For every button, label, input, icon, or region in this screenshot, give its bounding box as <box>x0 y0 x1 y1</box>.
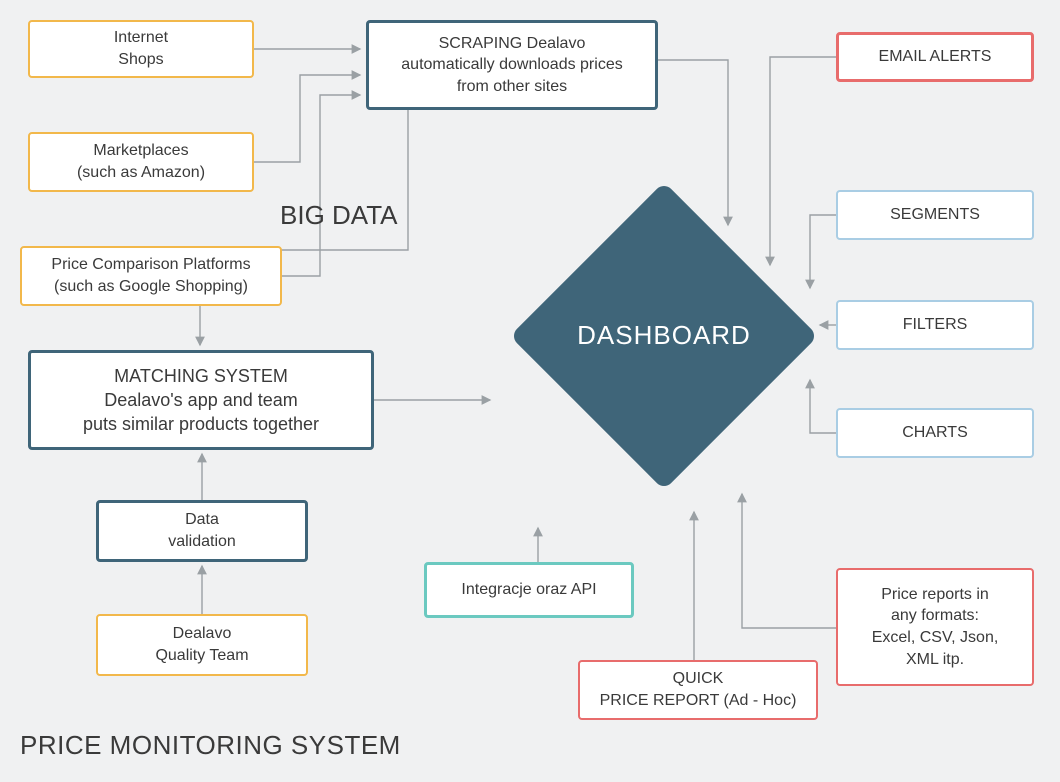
node-label: Marketplaces (such as Amazon) <box>77 140 205 183</box>
big-data-label: BIG DATA <box>280 200 398 231</box>
node-internet-shops: Internet Shops <box>28 20 254 78</box>
node-matching: MATCHING SYSTEM Dealavo's app and team p… <box>28 350 374 450</box>
edge-marketplaces-to-scraping <box>254 75 360 162</box>
node-label: Price reports in any formats: Excel, CSV… <box>872 584 999 670</box>
footer-label: PRICE MONITORING SYSTEM <box>20 730 401 761</box>
edge-price_reports-to-dashboard <box>742 494 836 628</box>
node-label: SCRAPING Dealavo automatically downloads… <box>401 33 622 98</box>
node-label: Price Comparison Platforms (such as Goog… <box>51 254 250 297</box>
node-label: SEGMENTS <box>890 204 980 226</box>
node-integracje: Integracje oraz API <box>424 562 634 618</box>
node-label: Internet Shops <box>114 27 168 70</box>
node-price-comparison: Price Comparison Platforms (such as Goog… <box>20 246 282 306</box>
edge-price_comparison-to-scraping <box>282 95 360 276</box>
node-label: EMAIL ALERTS <box>879 46 992 68</box>
node-quality-team: Dealavo Quality Team <box>96 614 308 676</box>
edge-charts-to-dashboard <box>810 380 836 433</box>
node-label: FILTERS <box>903 314 968 336</box>
node-label: MATCHING SYSTEM Dealavo's app and team p… <box>83 364 319 437</box>
node-data-validation: Data validation <box>96 500 308 562</box>
node-segments: SEGMENTS <box>836 190 1034 240</box>
node-scraping: SCRAPING Dealavo automatically downloads… <box>366 20 658 110</box>
node-price-reports: Price reports in any formats: Excel, CSV… <box>836 568 1034 686</box>
node-quick-report: QUICK PRICE REPORT (Ad - Hoc) <box>578 660 818 720</box>
node-email-alerts: EMAIL ALERTS <box>836 32 1034 82</box>
node-label: CHARTS <box>902 422 968 444</box>
node-charts: CHARTS <box>836 408 1034 458</box>
edge-segments-to-dashboard <box>810 215 836 288</box>
node-filters: FILTERS <box>836 300 1034 350</box>
node-label: Dealavo Quality Team <box>155 623 248 666</box>
node-label: Data validation <box>168 509 236 552</box>
edge-email_alerts-to-dashboard <box>770 57 836 265</box>
node-label: Integracje oraz API <box>461 579 596 601</box>
dashboard-label: DASHBOARD <box>564 320 764 351</box>
node-marketplaces: Marketplaces (such as Amazon) <box>28 132 254 192</box>
node-label: QUICK PRICE REPORT (Ad - Hoc) <box>600 668 797 711</box>
